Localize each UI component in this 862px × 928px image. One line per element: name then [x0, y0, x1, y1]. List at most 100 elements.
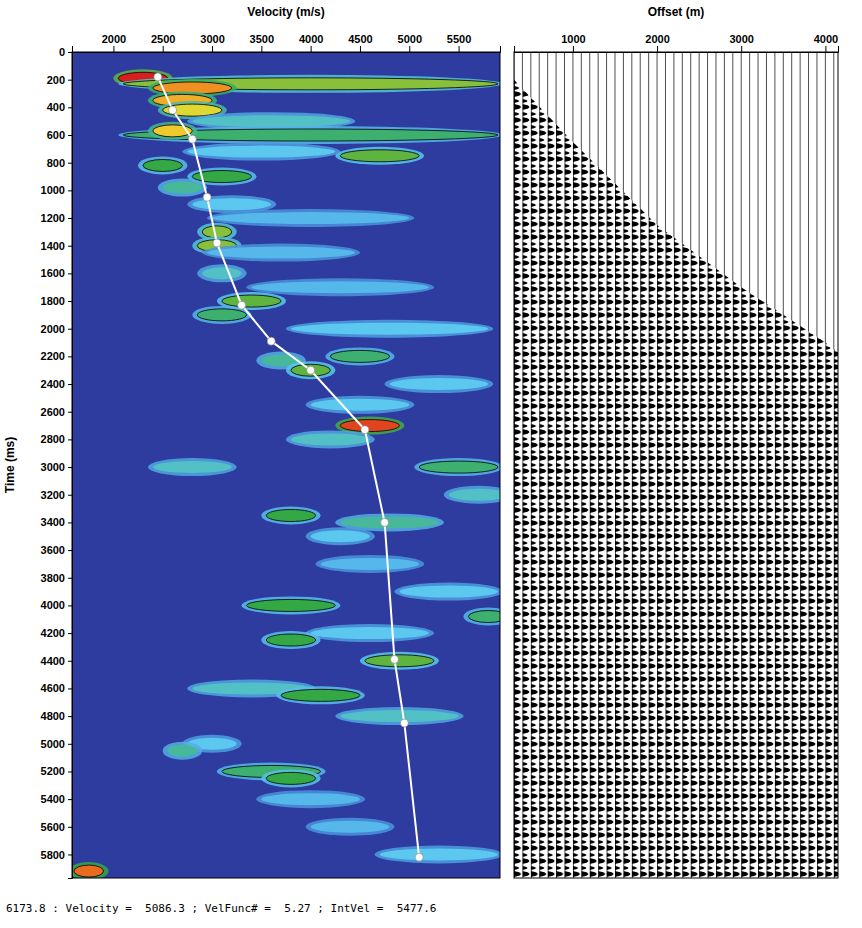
tick-label: 0 [59, 46, 65, 58]
semblance-cell [163, 182, 202, 194]
tick-mark [573, 46, 574, 52]
semblance-cell [291, 323, 488, 335]
tick-label: 2000 [102, 33, 126, 45]
semblance-halo [276, 686, 365, 704]
tick-mark [68, 550, 72, 551]
tick: 5000 [41, 738, 72, 750]
tick-label: 1400 [41, 240, 65, 252]
tick-mark [68, 854, 72, 855]
tick: 1400 [41, 240, 72, 252]
tick-mark [68, 52, 72, 53]
tick: 400 [47, 101, 72, 113]
tick: 5400 [41, 793, 72, 805]
tick-label: 3500 [250, 33, 274, 45]
tick-label: 5400 [41, 793, 65, 805]
semblance-halo [394, 583, 500, 601]
semblance-cell [340, 420, 399, 432]
semblance-halo [148, 458, 237, 476]
velocity-pick [400, 719, 408, 727]
semblance-halo [207, 209, 414, 227]
tick: 3000 [41, 461, 72, 473]
plot-frame [72, 52, 500, 878]
tick-mark [68, 246, 72, 247]
tick-mark [261, 46, 262, 52]
semblance-halo [286, 320, 493, 338]
tick: 2000 [41, 323, 72, 335]
semblance-halo [316, 555, 425, 573]
tick: 1600 [41, 267, 72, 279]
semblance-halo [138, 156, 187, 174]
semblance-cell [291, 364, 330, 376]
tick: 5600 [41, 821, 72, 833]
semblance-halo [256, 790, 365, 808]
semblance-halo [444, 486, 500, 504]
tick-label: 5000 [398, 33, 422, 45]
axis-line [68, 53, 73, 879]
semblance-halo [202, 244, 360, 262]
tick-label: 1000 [41, 184, 65, 196]
tick: 4200 [41, 627, 72, 639]
semblance-cell [74, 865, 104, 877]
tick: 600 [47, 129, 72, 141]
semblance-cell [202, 226, 232, 238]
velocity-function [158, 77, 419, 857]
semblance-halo [261, 631, 320, 649]
tick-label: 600 [47, 129, 65, 141]
plot-background [72, 52, 500, 878]
semblance-halo [414, 458, 500, 476]
tick: 1800 [41, 295, 72, 307]
tick-label: 4000 [41, 599, 65, 611]
semblance-halo [463, 608, 500, 626]
tick-mark [68, 522, 72, 523]
tick-mark [212, 46, 213, 52]
tick: 2500 [151, 33, 175, 52]
tick-mark [68, 107, 72, 108]
semblance-cell [202, 267, 241, 279]
tick: 200 [47, 74, 72, 86]
semblance-halo [335, 147, 424, 165]
semblance-cell [222, 295, 281, 307]
semblance-cell [321, 558, 420, 570]
semblance-cell [153, 461, 232, 473]
semblance-halo [286, 430, 375, 448]
semblance-halo [306, 818, 395, 836]
semblance-halo [261, 507, 320, 525]
semblance-cell [340, 150, 419, 162]
semblance-cell [365, 655, 434, 667]
semblance-halo [306, 396, 415, 414]
tick-label: 1000 [561, 33, 585, 45]
tick-label: 2200 [41, 350, 65, 362]
semblance-cell [330, 350, 389, 362]
semblance-cell [419, 461, 498, 473]
tick: 2600 [41, 406, 72, 418]
plot-background [514, 52, 838, 878]
semblance-cell [266, 510, 315, 522]
tick-label: 800 [47, 157, 65, 169]
tick-mark [68, 80, 72, 81]
velocity-pick [361, 426, 369, 434]
tick-label: 5200 [41, 765, 65, 777]
tick-label: 3000 [200, 33, 224, 45]
tick-label: 3400 [41, 516, 65, 528]
tick-mark [68, 412, 72, 413]
semblance-cell [261, 793, 360, 805]
tick-mark [113, 46, 114, 52]
semblance-halo [385, 375, 494, 393]
tick: 1000 [561, 33, 585, 52]
tick: 4000 [299, 33, 323, 52]
tick-mark [459, 46, 460, 52]
tick-mark [68, 301, 72, 302]
semblance-cell [468, 611, 500, 623]
tick: 4000 [41, 599, 72, 611]
tick: 5800 [41, 848, 72, 860]
tick: 4600 [41, 682, 72, 694]
tick-label: 400 [47, 101, 65, 113]
tick-label: 3000 [729, 33, 753, 45]
semblance-halo [246, 278, 434, 296]
semblance-cell [311, 821, 390, 833]
tick-mark [68, 605, 72, 606]
tick-mark [68, 661, 72, 662]
axis: 1000200030004000 [515, 33, 839, 53]
tick: 4400 [41, 655, 72, 667]
semblance-cell [207, 247, 355, 259]
